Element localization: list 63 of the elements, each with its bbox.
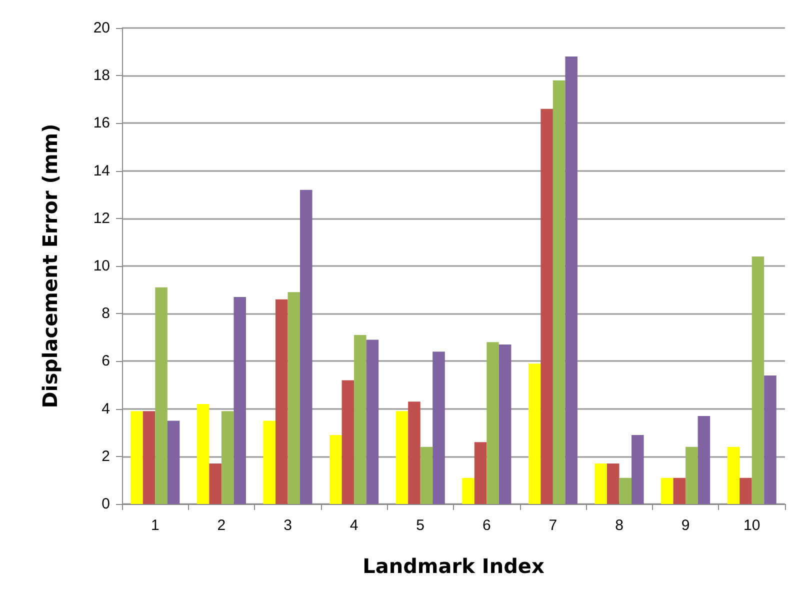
bar [354, 335, 366, 504]
bar [698, 416, 710, 504]
bar [764, 375, 776, 504]
bar [234, 296, 246, 504]
bar [565, 56, 578, 504]
y-tick-label: 4 [102, 400, 110, 418]
x-tick-label: 10 [744, 517, 760, 534]
bar [408, 402, 420, 504]
bar [686, 446, 698, 504]
bar [288, 292, 300, 504]
bar [275, 299, 288, 504]
y-tick-label: 14 [93, 162, 110, 180]
bar [673, 478, 686, 504]
bar [366, 340, 379, 504]
bar [396, 411, 408, 504]
x-axis-title: Landmark Index [362, 554, 544, 578]
bar [432, 352, 445, 504]
bar [498, 344, 512, 504]
x-tick-label: 4 [350, 517, 358, 534]
bar [462, 478, 474, 504]
bar [142, 411, 156, 504]
x-tick-label: 5 [416, 517, 425, 534]
y-tick-label: 6 [102, 352, 110, 370]
y-tick-label: 16 [93, 114, 110, 132]
bar [540, 108, 553, 504]
bar [420, 446, 433, 504]
x-tick-label: 9 [681, 517, 690, 534]
bar [221, 411, 234, 504]
bar [752, 256, 764, 504]
y-tick-label: 18 [93, 67, 110, 84]
bar [619, 478, 632, 504]
y-tick-label: 20 [93, 20, 110, 36]
bar [155, 287, 168, 504]
bar [632, 434, 644, 504]
bar [594, 464, 607, 504]
y-tick-label: 8 [102, 305, 110, 322]
bar [661, 478, 674, 504]
x-tick-label: 7 [548, 517, 558, 534]
bar [342, 380, 354, 504]
bar [330, 434, 342, 504]
bar [263, 420, 276, 504]
bar [528, 364, 541, 504]
bar [740, 478, 752, 504]
y-tick-label: 0 [102, 496, 110, 512]
bar [300, 190, 312, 504]
x-tick-label: 3 [284, 517, 292, 534]
bar [606, 464, 620, 504]
x-tick-label: 6 [482, 517, 491, 534]
bar [130, 411, 143, 504]
bar [552, 80, 566, 504]
x-tick-label: 2 [217, 517, 226, 534]
bar [727, 446, 740, 504]
x-tick-label: 8 [615, 517, 624, 534]
y-tick-label: 2 [102, 448, 110, 465]
bar [196, 404, 210, 504]
x-tick-label: 1 [150, 517, 160, 534]
bar [167, 420, 180, 504]
y-tick-label: 10 [93, 258, 110, 274]
y-tick-label: 12 [93, 210, 110, 227]
bar [486, 342, 499, 504]
bar [474, 442, 487, 504]
y-axis-title: Displacement Error (mm) [38, 124, 62, 408]
bar [209, 464, 222, 504]
